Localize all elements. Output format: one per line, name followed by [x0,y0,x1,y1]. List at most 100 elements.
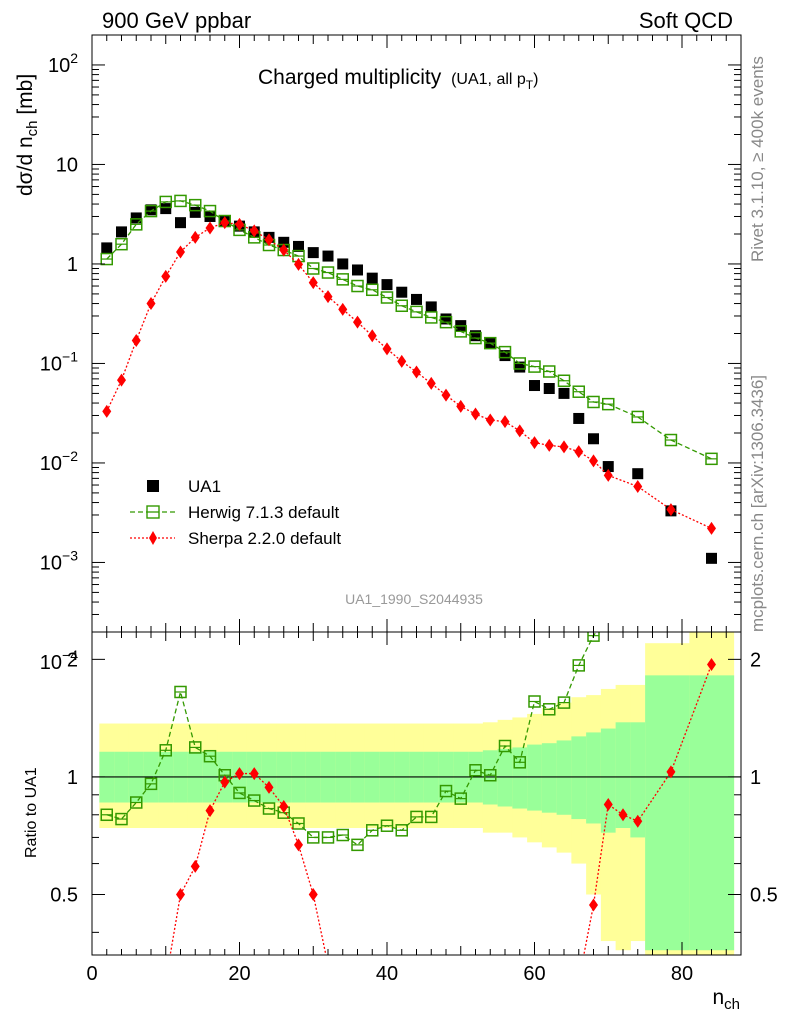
main-point-s2-18 [367,329,377,343]
main-point-s2-24 [456,399,466,413]
header-energy-label: 900 GeV ppbar [102,8,251,33]
ratio-series-group [100,609,716,971]
main-point-s2-23 [441,388,451,402]
ratio-point-s1-10 [308,888,318,902]
main-point-s2-6 [190,230,200,244]
main-point-s0-14 [307,247,319,259]
ratio-panel-bands [92,632,741,955]
ratio-point-s1-18 [707,658,716,672]
main-point-s2-36 [666,503,676,517]
xtick-label-0: 0 [86,963,97,985]
main-point-s2-33 [589,454,598,468]
main-point-s2-7 [205,221,215,235]
main-point-s0-29 [529,380,540,392]
xtick-label-4: 80 [671,963,693,985]
main-point-s0-21 [411,293,422,305]
main-point-s0-5 [175,217,186,229]
main-point-s2-9 [235,217,244,231]
ratio-point-s0-34 [603,609,614,620]
main-point-s0-1 [116,226,127,238]
main-point-s0-2 [130,212,142,224]
main-y-label-sub: ch [24,120,41,136]
main-series-group [100,194,718,564]
ratio-point-s1-11 [324,958,333,971]
xtick-label-2: 40 [376,963,398,985]
ratio-point-s1-5 [235,767,244,781]
main-point-s0-22 [425,301,437,313]
x-axis-label: nch [712,986,740,1013]
main-point-s0-34 [602,461,614,473]
main-ytick-label-base: 10 [40,652,62,674]
header-category-label: Soft QCD [639,8,733,33]
legend-marker-sherpa [149,531,157,545]
main-ytick-label-exp: −1 [62,348,78,364]
stat-band-37 [645,675,690,951]
main-point-s2-37 [707,521,716,535]
main-ytick-label-base: 10 [48,55,70,77]
main-point-s0-25 [470,330,481,342]
ratio-point-s1-16 [633,814,643,828]
legend-entry-herwig: Herwig 7.1.3 default [130,503,339,522]
chart-title: Charged multiplicity (UA1, all pT) [258,66,538,92]
x-label-text: n [712,986,724,1009]
stat-band-27 [497,748,513,807]
main-y-label-unit: [mb] [14,74,37,121]
ratio-panel-axes [91,631,742,956]
legend-label-herwig: Herwig 7.1.3 default [188,503,339,522]
main-ytick-label-2: 1 [67,254,78,276]
main-ytick-label-base: 1 [67,254,78,276]
main-y-axis-label: dσ/d nch [mb] [14,74,41,196]
main-point-s0-16 [337,258,349,270]
main-point-s0-3 [145,204,157,216]
stat-band-32 [571,736,587,820]
ratio-ytick-label-left-2: 2 [67,649,78,671]
main-point-s0-35 [632,468,644,480]
main-point-s2-4 [161,269,171,283]
main-point-s2-11 [264,233,274,247]
title-main: Charged multiplicity [258,66,442,89]
mcplots-reference-label: mcplots.cern.ch [arXiv:1306.3436] [748,375,767,632]
band-group [92,632,741,955]
main-point-s2-3 [146,297,156,311]
legend-label-ua1: UA1 [188,477,221,496]
ratio-panel-marks [100,609,716,971]
ratio-point-s1-1 [176,888,185,902]
main-point-s2-19 [382,342,392,356]
main-point-s0-20 [396,286,408,298]
stat-band-29 [527,744,543,811]
main-point-s0-32 [573,412,585,424]
main-point-s2-25 [471,407,480,421]
ratio-point-s1-6 [249,767,259,781]
main-ytick-label-6: 10−4 [40,647,78,674]
main-point-s2-1 [117,373,126,387]
stat-band-34 [600,728,617,833]
ratio-point-s1-13 [589,898,598,912]
main-point-s2-29 [530,436,539,450]
ratio-series-line-1-0 [169,772,327,955]
main-point-s2-22 [426,376,436,390]
main-series-line-1 [106,200,712,460]
ratio-ytick-label-right-0: 0.5 [750,885,778,907]
ratio-ytick-label-left-1: 1 [67,767,78,789]
ratio-point-s1-8 [279,800,289,814]
ratio-point-s1-9 [294,838,303,852]
stat-band-35 [615,722,631,829]
main-ytick-label-5: 10−3 [40,547,78,574]
main-ytick-label-exp: 2 [70,50,78,66]
main-ytick-label-4: 10−2 [40,448,78,475]
main-point-s0-0 [101,242,113,254]
ratio-ytick-label-left-0: 0.5 [50,885,78,907]
title-subtitle-sub: T [526,78,534,92]
main-y-label-text: dσ/d n [14,136,37,196]
main-point-s2-10 [249,224,259,238]
legend-entry-sherpa: Sherpa 2.2.0 default [130,529,341,548]
main-ytick-label-3: 10−1 [40,348,78,375]
legend-label-sherpa: Sherpa 2.2.0 default [188,529,341,548]
main-point-s2-31 [559,440,569,454]
main-point-s2-27 [500,415,510,429]
main-ytick-label-1: 10 [56,154,78,176]
rivet-version-label: Rivet 3.1.10, ≥ 400k events [748,56,767,262]
title-subtitle: (UA1, all p [451,71,526,88]
main-ytick-label-base: 10 [40,453,62,475]
